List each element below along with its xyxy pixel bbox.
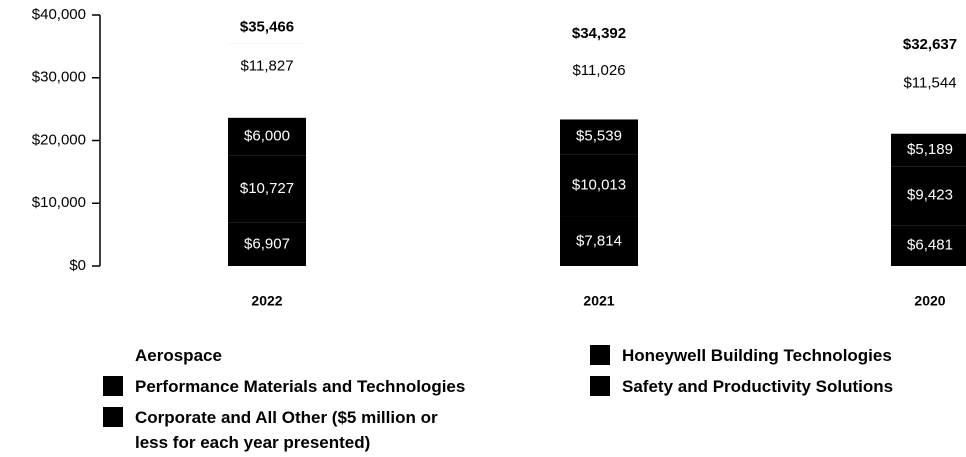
value-label: $11,827	[240, 58, 293, 75]
legend-swatch	[103, 376, 123, 396]
bar-segment	[228, 43, 306, 118]
legend-swatch	[590, 376, 610, 396]
total-label: $34,392	[572, 25, 626, 42]
bar-segment	[228, 155, 306, 223]
value-label: $10,013	[572, 177, 626, 194]
legend-item: Aerospace	[103, 343, 222, 368]
legend-swatch	[103, 407, 123, 427]
legend-swatch	[590, 345, 610, 365]
x-tick-label: 2021	[583, 293, 614, 309]
y-tick-label: $0	[69, 257, 86, 274]
value-label: $11,026	[572, 62, 625, 79]
bar-segment	[891, 225, 966, 266]
value-label: $6,907	[244, 235, 290, 252]
bar-segment	[228, 222, 306, 266]
x-tick-label: 2020	[914, 293, 945, 309]
value-label: $6,000	[244, 127, 290, 144]
legend-label: Safety and Productivity Solutions	[622, 377, 894, 396]
legend-item: Corporate and All Other ($5 million or l…	[103, 405, 475, 455]
bar-segment	[891, 133, 966, 167]
bar-segment	[891, 61, 966, 134]
value-label: $5,189	[907, 141, 953, 158]
x-tick-label: 2022	[251, 293, 282, 309]
bar-segment	[560, 154, 638, 217]
legend-item: Performance Materials and Technologies	[103, 374, 465, 399]
y-tick-label: $10,000	[32, 194, 86, 211]
bar-segment	[560, 119, 638, 155]
total-label: $35,466	[240, 18, 294, 35]
legend-item: Honeywell Building Technologies	[590, 343, 892, 368]
legend-label: Performance Materials and Technologies	[135, 377, 466, 396]
bar-segment	[891, 166, 966, 226]
value-label: $11,544	[903, 74, 956, 91]
legend-label: Corporate and All Other ($5 million or l…	[135, 408, 438, 452]
bar-segment	[560, 216, 638, 266]
legend-item: Safety and Productivity Solutions	[590, 374, 893, 399]
legend-swatch	[103, 345, 123, 365]
value-label: $6,481	[907, 237, 953, 254]
bar-segment	[560, 50, 638, 120]
value-label: $9,423	[907, 187, 953, 204]
y-tick-label: $20,000	[32, 131, 86, 148]
y-tick-label: $30,000	[32, 69, 86, 86]
value-label: $5,539	[576, 128, 622, 145]
value-label: $10,727	[240, 180, 294, 197]
bar-segment	[228, 117, 306, 156]
legend-label: Aerospace	[135, 346, 222, 365]
total-label: $32,637	[903, 36, 957, 53]
legend-label: Honeywell Building Technologies	[622, 346, 892, 365]
y-tick-label: $40,000	[32, 6, 86, 23]
value-label: $7,814	[576, 232, 622, 249]
